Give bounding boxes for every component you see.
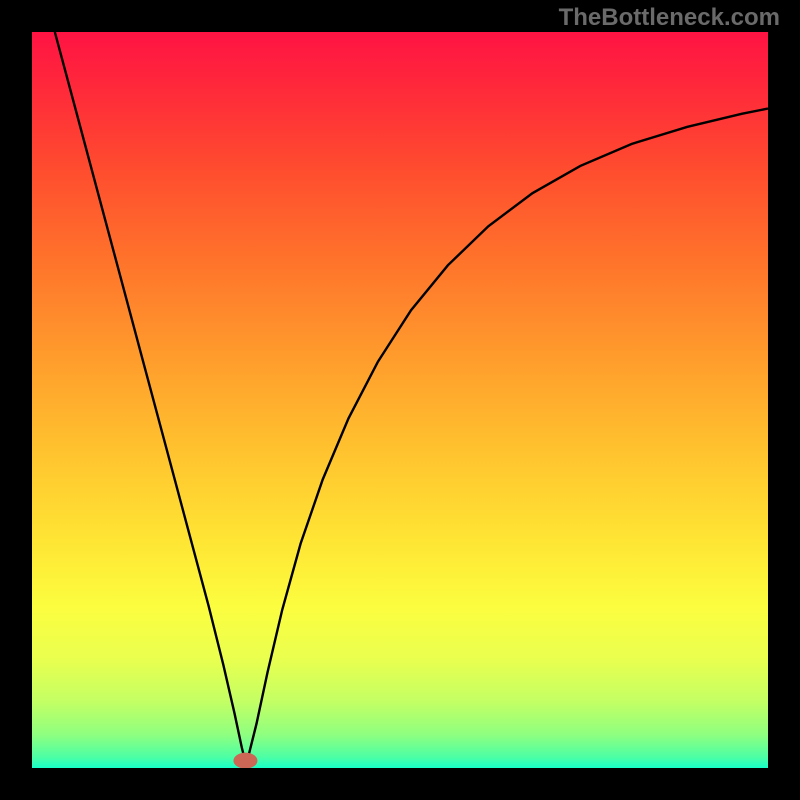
bottleneck-chart [32, 32, 768, 768]
optimum-marker [233, 753, 257, 768]
plot-background [32, 32, 768, 768]
watermark-text: TheBottleneck.com [559, 4, 780, 32]
chart-frame: TheBottleneck.com [0, 0, 800, 800]
